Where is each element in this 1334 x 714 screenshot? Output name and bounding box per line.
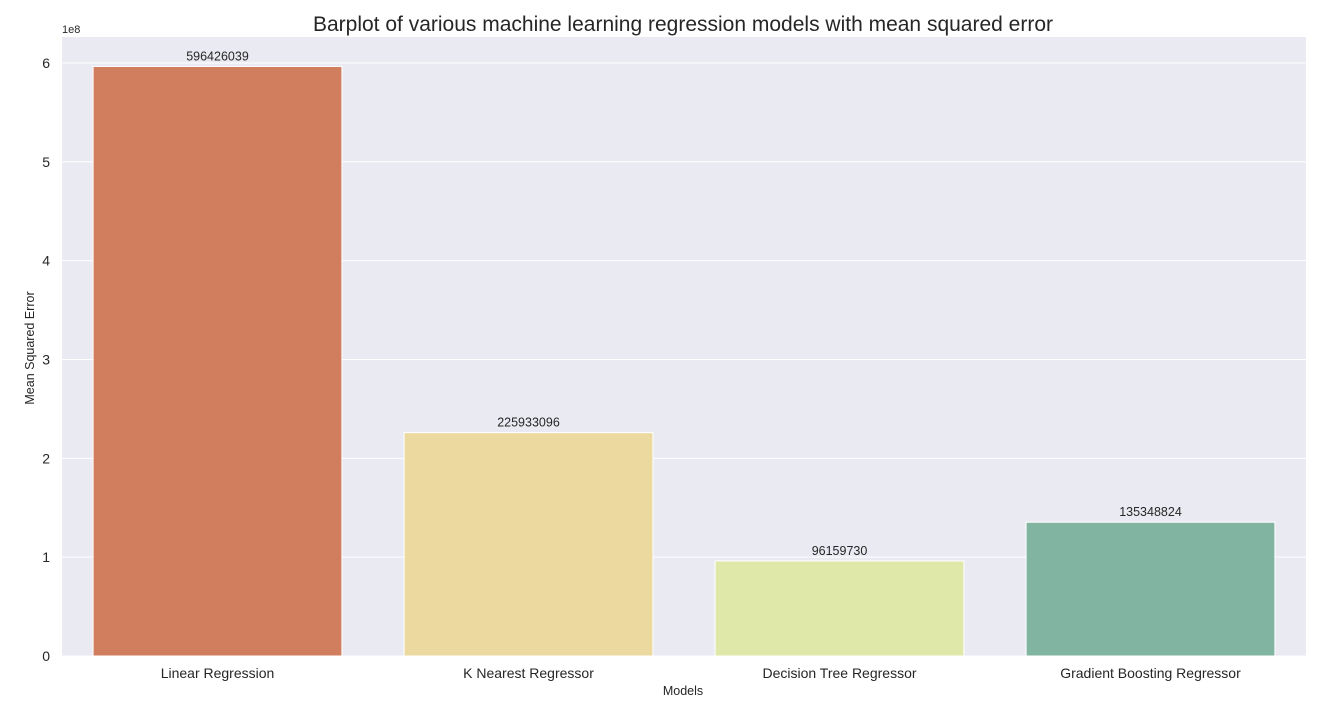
bar-value-label: 225933096	[497, 416, 560, 430]
data-labels: 596426039 225933096 96159730 135348824	[186, 49, 1182, 557]
chart-title: Barplot of various machine learning regr…	[313, 13, 1053, 36]
y-tick-label: 2	[42, 450, 50, 466]
bar-value-label: 96159730	[812, 544, 868, 558]
x-tick-label: Linear Regression	[161, 665, 275, 681]
y-tick-label: 3	[42, 351, 50, 367]
bar-decision-tree-regressor	[714, 560, 965, 657]
y-tick-label: 5	[42, 154, 50, 170]
y-tick-label: 6	[42, 55, 50, 71]
y-tick-label: 1	[42, 549, 50, 565]
bar-value-label: 596426039	[186, 49, 249, 63]
y-tick-label: 4	[42, 253, 50, 269]
x-axis-ticks: Linear Regression K Nearest Regressor Deci…	[161, 665, 1241, 681]
y-tick-label: 0	[42, 648, 50, 664]
bar-k-nearest-regressor	[403, 432, 654, 657]
bar-linear-regression	[92, 65, 343, 657]
bar-value-label: 135348824	[1119, 505, 1182, 519]
y-axis-label: Mean Squared Error	[23, 291, 37, 404]
y-axis-offset-text: 1e8	[62, 24, 80, 36]
y-axis-ticks: 0 1 2 3 4 5 6	[42, 55, 50, 664]
x-tick-label: Decision Tree Regressor	[762, 665, 916, 681]
bar-gradient-boosting-regressor	[1025, 521, 1276, 657]
bars	[92, 65, 1276, 657]
x-tick-label: Gradient Boosting Regressor	[1060, 665, 1241, 681]
x-axis-label: Models	[663, 684, 703, 698]
x-tick-label: K Nearest Regressor	[463, 665, 594, 681]
